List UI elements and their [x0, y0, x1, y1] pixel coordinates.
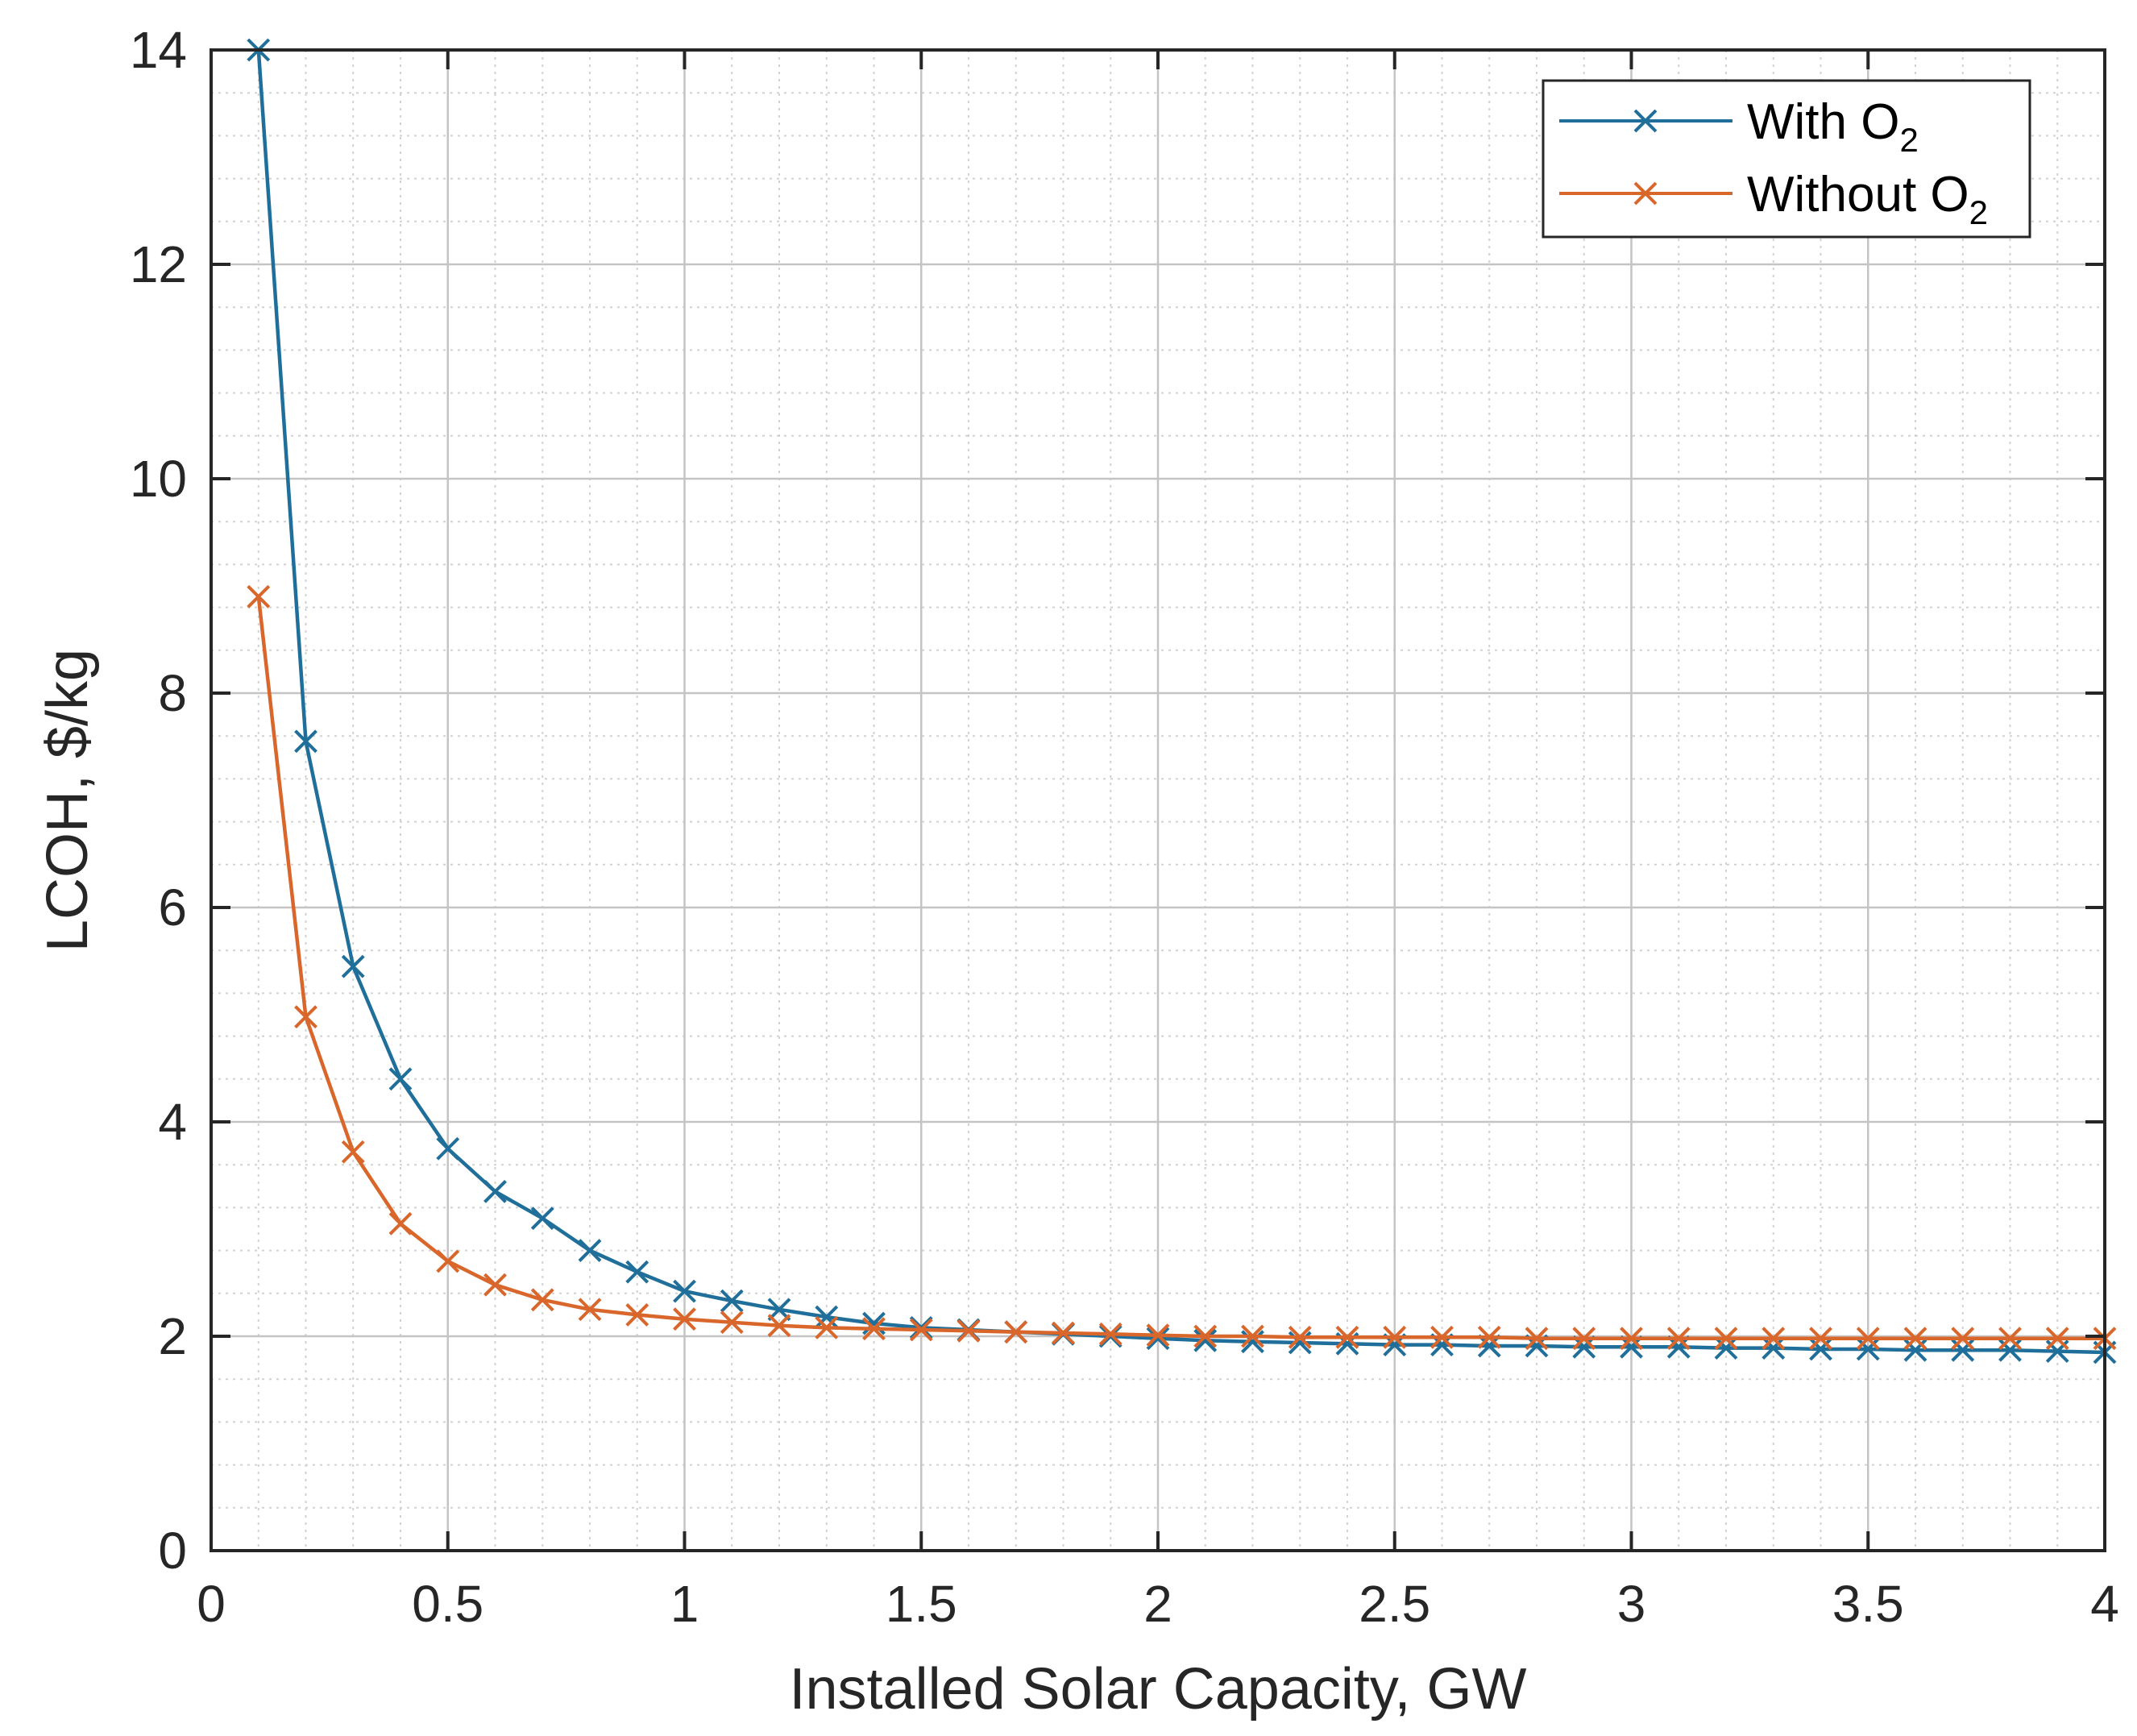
data-point	[1761, 1336, 1786, 1360]
legend-label-with-o2: With O2	[1747, 94, 1919, 159]
data-point	[294, 729, 317, 754]
data-point	[1383, 1325, 1407, 1349]
x-tick-label: 2.5	[1359, 1575, 1430, 1633]
series-line	[256, 596, 2105, 1340]
data-point	[956, 1319, 981, 1343]
data-point	[578, 1239, 602, 1263]
y-tick-label: 8	[158, 664, 187, 722]
series-layer	[247, 38, 2117, 1364]
y-tick-label: 10	[130, 450, 187, 508]
data-point	[483, 1180, 507, 1203]
data-point	[341, 1140, 365, 1164]
data-point	[767, 1314, 791, 1338]
data-point	[530, 1288, 554, 1312]
data-point	[1430, 1325, 1454, 1349]
data-point	[436, 1136, 460, 1161]
y-tick-labels: 0 2 4 6 8 10 12 14	[130, 21, 187, 1580]
x-axis-label: Installed Solar Capacity, GW	[789, 1657, 1526, 1721]
x-tick-label: 4	[2090, 1575, 2119, 1633]
x-tick-label: 3	[1617, 1575, 1646, 1633]
data-point	[815, 1315, 839, 1339]
y-tick-label: 12	[130, 235, 187, 293]
y-tick-label: 2	[158, 1307, 187, 1365]
legend-x-marker	[1633, 181, 1658, 206]
axis-ticks	[210, 48, 2106, 1552]
x-tick-label: 3.5	[1832, 1575, 1904, 1633]
data-point	[1761, 1327, 1786, 1351]
data-point	[388, 1211, 413, 1236]
legend-label-without-o2: Without O2	[1747, 167, 1988, 231]
data-point	[1146, 1323, 1170, 1348]
data-point	[625, 1260, 649, 1284]
data-point	[341, 954, 365, 978]
data-point	[720, 1289, 744, 1313]
y-tick-label: 14	[130, 21, 187, 79]
legend-marker-with-o2	[1633, 109, 1658, 133]
series-line	[256, 49, 2106, 1355]
data-point	[2045, 1327, 2069, 1351]
data-point	[1098, 1322, 1122, 1346]
y-axis-label: LCOH, $/kg	[35, 649, 100, 952]
data-point	[720, 1310, 744, 1335]
data-point	[1809, 1337, 1832, 1361]
data-point	[1241, 1324, 1264, 1348]
data-point	[1052, 1321, 1075, 1345]
data-point	[1714, 1327, 1738, 1351]
data-point	[1903, 1327, 1927, 1351]
data-point	[1714, 1336, 1738, 1360]
x-tick-label: 0	[197, 1575, 226, 1633]
data-point	[862, 1317, 886, 1341]
data-point	[1856, 1337, 1880, 1361]
data-point	[1288, 1325, 1312, 1349]
series-with-o2	[247, 38, 2117, 1364]
legend: With O2 Without O2	[1542, 79, 2031, 239]
data-point	[294, 1005, 317, 1029]
data-point	[1193, 1324, 1218, 1348]
data-point	[1666, 1327, 1691, 1351]
x-tick-label: 1.5	[886, 1575, 957, 1633]
data-point	[388, 1067, 413, 1091]
data-point	[1572, 1327, 1596, 1351]
data-point	[1335, 1325, 1359, 1349]
legend-marker-without-o2	[1633, 181, 1658, 206]
data-point	[1477, 1325, 1501, 1349]
data-point	[1809, 1327, 1832, 1351]
x-tick-label: 1	[670, 1575, 699, 1633]
data-point	[1525, 1327, 1549, 1351]
x-tick-label: 2	[1143, 1575, 1172, 1633]
x-tick-labels: 0 0.5 1 1.5 2 2.5 3 3.5 4	[197, 1575, 2119, 1633]
legend-x-marker	[1633, 109, 1658, 133]
series-without-o2	[247, 584, 2117, 1351]
data-point	[1193, 1328, 1218, 1352]
data-point	[483, 1273, 507, 1297]
data-point	[1146, 1327, 1170, 1351]
x-tick-label: 0.5	[412, 1575, 483, 1633]
y-tick-label: 0	[158, 1522, 187, 1580]
data-point	[436, 1249, 460, 1273]
data-point	[247, 584, 271, 608]
y-tick-label: 6	[158, 878, 187, 937]
data-point	[673, 1307, 696, 1331]
data-point	[1004, 1320, 1028, 1344]
data-point	[815, 1305, 839, 1329]
data-point	[1856, 1327, 1880, 1351]
data-point	[1998, 1327, 2022, 1351]
data-point	[530, 1206, 554, 1231]
data-point	[1620, 1327, 1643, 1351]
data-point	[1951, 1327, 1975, 1351]
data-point	[625, 1302, 649, 1327]
data-point	[673, 1279, 696, 1303]
legend-box	[1542, 79, 2031, 239]
y-tick-label: 4	[158, 1093, 187, 1151]
data-point	[578, 1298, 602, 1322]
data-point	[909, 1318, 933, 1342]
